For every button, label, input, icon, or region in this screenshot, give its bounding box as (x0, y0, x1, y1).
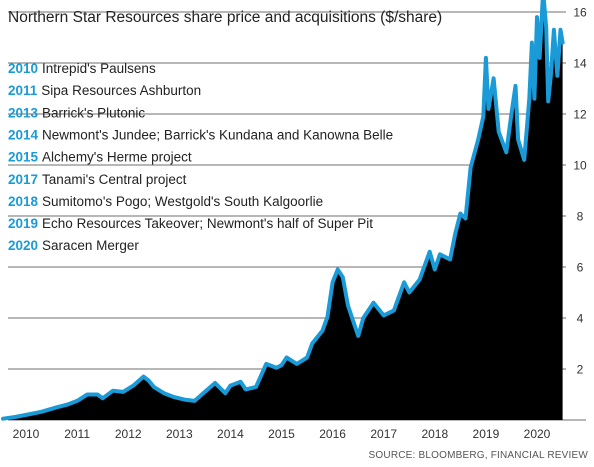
annotation-item: 2015 Alchemy's Herme project (8, 150, 192, 165)
annotation-item: 2020 Saracen Merger (8, 238, 139, 253)
y-tick-label: 10 (573, 159, 587, 173)
annotation-text: Echo Resources Takeover; Newmont's half … (42, 216, 373, 231)
annotation-year: 2018 (8, 194, 39, 209)
annotation-year: 2017 (8, 172, 38, 187)
x-tick-label: 2019 (473, 427, 500, 441)
price-area (1, 0, 565, 421)
annotation-year: 2019 (8, 216, 38, 231)
x-tick-label: 2016 (319, 427, 346, 441)
source-note: SOURCE: BLOOMBERG, FINANCIAL REVIEW (369, 450, 589, 461)
y-tick-label: 12 (573, 108, 587, 122)
annotation-text: Intrepid's Paulsens (42, 61, 156, 76)
x-axis-ticks: 2010 2011 2012 2013 2014 2015 2016 2017 2018 2019… (13, 427, 551, 441)
annotation-year: 2011 (8, 83, 38, 98)
y-tick-label: 4 (577, 312, 584, 326)
annotation-item: 2011 Sipa Resources Ashburton (8, 83, 201, 98)
x-tick-label: 2014 (217, 427, 244, 441)
x-tick-label: 2011 (64, 427, 90, 441)
y-tick-label: 2 (577, 363, 584, 377)
annotation-item: 2018 Sumitomo's Pogo; Westgold's South Ka… (8, 194, 323, 209)
annotation-year: 2015 (8, 150, 39, 165)
x-tick-label: 2010 (13, 427, 40, 441)
annotation-text: Saracen Merger (42, 238, 139, 253)
price-area-fill (3, 0, 563, 420)
annotation-text: Alchemy's Herme project (42, 150, 192, 165)
chart-title: Northern Star Resources share price and … (8, 9, 442, 26)
annotation-text: Sipa Resources Ashburton (41, 83, 201, 98)
annotation-item: 2010 Intrepid's Paulsens (8, 61, 156, 76)
x-tick-label: 2013 (166, 427, 193, 441)
annotation-year: 2020 (8, 238, 38, 253)
price-line (1, 0, 565, 421)
y-tick-label: 8 (577, 210, 584, 224)
y-axis-ticks: 2 4 6 8 10 12 14 16 (573, 6, 587, 377)
annotation-year: 2010 (8, 61, 38, 76)
annotation-item: 2019 Echo Resources Takeover; Newmont's h… (8, 216, 373, 231)
x-tick-label: 2017 (370, 427, 397, 441)
annotation-year: 2013 (8, 105, 39, 120)
gridlines (8, 11, 586, 421)
annotation-item: 2014 Newmont's Jundee; Barrick's Kundana … (8, 127, 393, 142)
acquisition-annotations: 2010 Intrepid's Paulsens 2011 Sipa Resource… (8, 61, 393, 253)
annotation-item: 2013 Barrick's Plutonic (8, 105, 145, 120)
annotation-year: 2014 (8, 127, 39, 142)
x-tick-label: 2015 (268, 427, 295, 441)
annotation-text: Sumitomo's Pogo; Westgold's South Kalgoo… (42, 194, 323, 209)
annotation-text: Newmont's Jundee; Barrick's Kundana and … (42, 127, 393, 142)
annotation-text: Barrick's Plutonic (42, 105, 145, 120)
y-tick-label: 6 (577, 261, 584, 275)
y-tick-label: 14 (573, 57, 587, 71)
annotation-item: 2017 Tanami's Central project (8, 172, 187, 187)
annotation-text: Tanami's Central project (42, 172, 187, 187)
y-tick-label: 16 (573, 6, 587, 20)
x-tick-label: 2018 (421, 427, 448, 441)
x-tick-label: 2020 (524, 427, 551, 441)
x-tick-label: 2012 (115, 427, 142, 441)
